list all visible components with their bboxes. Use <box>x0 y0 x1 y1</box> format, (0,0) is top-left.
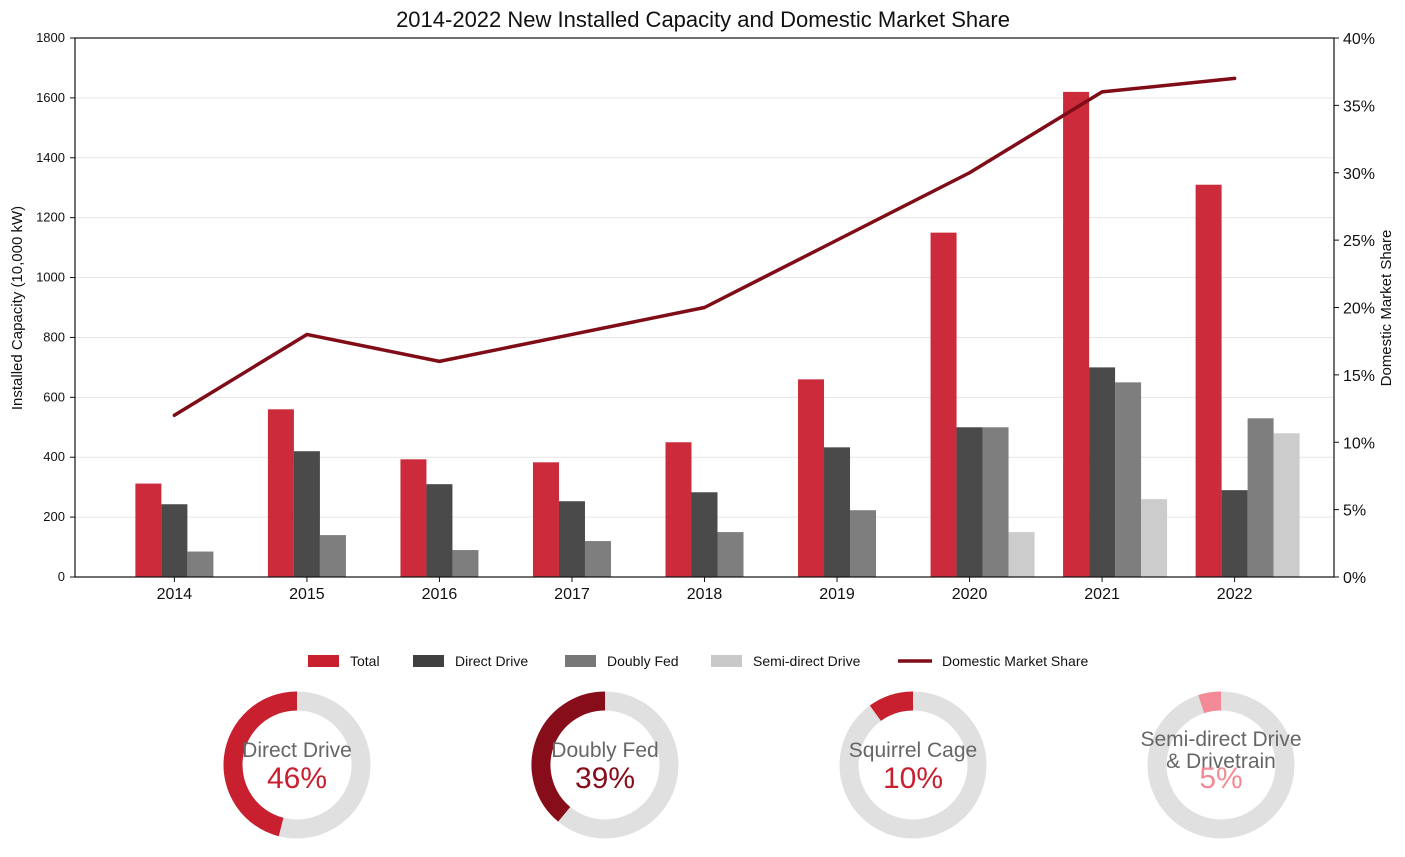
y2-tick-label: 40% <box>1343 31 1375 48</box>
legend-label: Total <box>350 653 380 669</box>
bar-doubly-fed-2016 <box>452 550 479 577</box>
donut-label: & Drivetrain <box>1166 750 1276 773</box>
x-axis-ticks: 2014 2015 2016 2017 2018 2019 2020 2021 2022 <box>157 577 1253 603</box>
donut-percent: 39% <box>575 762 635 795</box>
right-axis-ticks: 0% 5% 10% 15% 20% 25% 30% 35% 40% <box>1334 31 1375 587</box>
donut-percent: 10% <box>883 762 943 795</box>
legend-swatch <box>565 655 596 667</box>
donut-slice <box>223 691 298 837</box>
bar-direct-drive-2014 <box>161 504 188 577</box>
y-tick-label: 1600 <box>36 90 65 105</box>
y2-tick-label: 30% <box>1343 166 1375 183</box>
donut-percent: 46% <box>267 762 327 795</box>
bar-direct-drive-2015 <box>293 451 320 577</box>
bars <box>135 91 1300 578</box>
legend-label: Semi-direct Drive <box>753 653 861 669</box>
y-tick-label: 800 <box>43 329 65 344</box>
y-axis-label: Installed Capacity (10,000 kW) <box>9 206 26 410</box>
y-tick-label: 600 <box>43 389 65 404</box>
bar-semi-direct-drive-2021 <box>1141 499 1168 577</box>
x-tick-label: 2019 <box>819 586 855 603</box>
y-tick-label: 1400 <box>36 150 65 165</box>
y2-tick-label: 5% <box>1343 503 1366 520</box>
bar-direct-drive-2017 <box>558 501 585 577</box>
x-tick-label: 2021 <box>1084 586 1120 603</box>
bar-doubly-fed-2020 <box>982 427 1009 577</box>
bar-doubly-fed-2017 <box>584 541 611 577</box>
bar-semi-direct-drive-2022 <box>1273 433 1300 577</box>
market-share-line <box>172 76 1237 418</box>
y-tick-label: 1000 <box>36 270 65 285</box>
bar-total-2019 <box>798 379 825 577</box>
bar-doubly-fed-2022 <box>1247 418 1274 577</box>
bar-doubly-fed-2014 <box>187 551 214 577</box>
y-tick-label: 1800 <box>36 30 65 45</box>
bar-direct-drive-2020 <box>956 427 983 577</box>
bar-total-2022 <box>1195 184 1222 577</box>
donut-label: Semi-direct Drive <box>1140 728 1301 751</box>
y-tick-label: 1200 <box>36 210 65 225</box>
y2-tick-label: 15% <box>1343 368 1375 385</box>
y2-tick-label: 35% <box>1343 98 1375 115</box>
y2-tick-label: 0% <box>1343 570 1366 587</box>
bar-total-2014 <box>135 483 162 577</box>
x-tick-label: 2018 <box>687 586 723 603</box>
bar-direct-drive-2019 <box>824 447 851 577</box>
bar-total-2021 <box>1063 91 1090 578</box>
x-tick-label: 2014 <box>157 586 193 603</box>
x-tick-label: 2016 <box>422 586 458 603</box>
y2-tick-label: 20% <box>1343 301 1375 318</box>
legend-swatch <box>413 655 444 667</box>
bar-total-2018 <box>665 442 692 577</box>
chart-title: 2014-2022 New Installed Capacity and Dom… <box>396 7 1010 32</box>
donut-slice <box>1198 691 1222 714</box>
bar-doubly-fed-2021 <box>1115 382 1142 577</box>
y2-tick-label: 10% <box>1343 435 1375 452</box>
x-tick-label: 2015 <box>289 586 325 603</box>
bar-total-2015 <box>267 409 294 577</box>
legend-label: Doubly Fed <box>607 653 679 669</box>
donut-label: Direct Drive <box>242 739 352 762</box>
bar-doubly-fed-2018 <box>717 532 744 577</box>
bar-doubly-fed-2019 <box>850 510 877 577</box>
y2-tick-label: 25% <box>1343 233 1375 250</box>
donut-slice <box>531 691 606 822</box>
legend-label: Domestic Market Share <box>942 653 1088 669</box>
legend-swatch <box>308 655 339 667</box>
y-tick-label: 0 <box>58 569 65 584</box>
legend-swatch <box>711 655 742 667</box>
bar-direct-drive-2016 <box>426 484 453 577</box>
bar-total-2020 <box>930 232 957 577</box>
bar-direct-drive-2022 <box>1221 490 1248 577</box>
bar-total-2016 <box>400 459 427 577</box>
legend-label: Direct Drive <box>455 653 528 669</box>
bar-semi-direct-drive-2020 <box>1008 532 1035 577</box>
donut-slice <box>869 691 914 722</box>
bar-direct-drive-2021 <box>1089 367 1116 577</box>
legend: Total Direct Drive Doubly Fed Semi-direct D… <box>308 653 1088 669</box>
y-tick-label: 400 <box>43 449 65 464</box>
bar-direct-drive-2018 <box>691 492 718 577</box>
bar-total-2017 <box>532 462 559 577</box>
x-tick-label: 2017 <box>554 586 590 603</box>
donut-label: Squirrel Cage <box>849 739 977 762</box>
x-tick-label: 2022 <box>1217 586 1253 603</box>
bar-doubly-fed-2015 <box>319 535 346 577</box>
donut-percent: 5% <box>1199 762 1242 795</box>
donut-label: Doubly Fed <box>551 739 658 762</box>
y-tick-label: 200 <box>43 509 65 524</box>
y2-axis-label: Domestic Market Share <box>1378 230 1395 387</box>
left-axis-ticks: 0 200 400 600 800 1000 1200 1400 1600 1800 <box>36 30 75 584</box>
x-tick-label: 2020 <box>952 586 988 603</box>
